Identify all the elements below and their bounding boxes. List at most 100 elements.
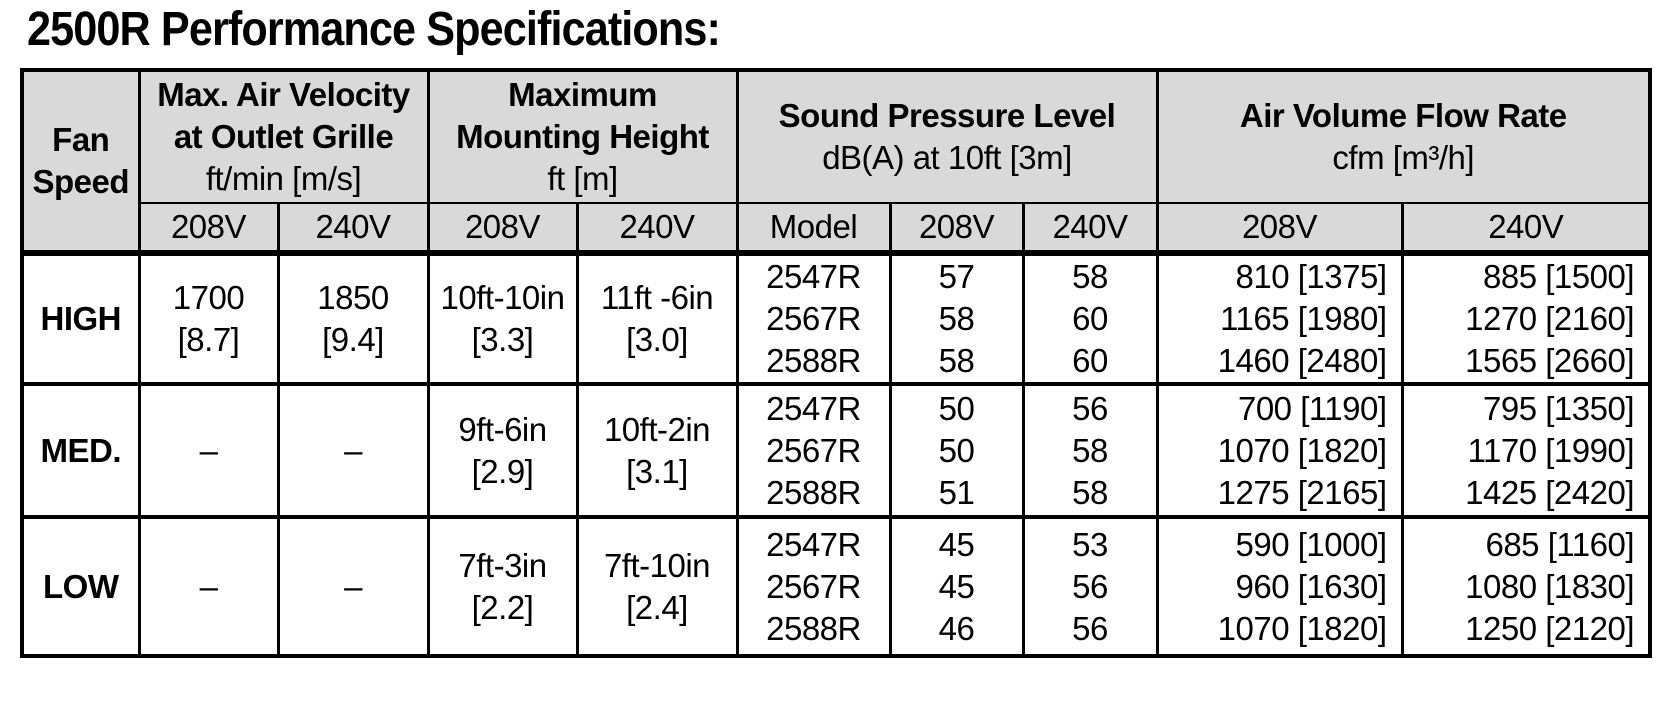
- fan-speed-line: Speed: [32, 163, 130, 200]
- group-title-line: Maximum: [508, 76, 657, 113]
- table-row-high: HIGH 1700 [8.7] 1850 [9.4] 10ft-10in [3.…: [20, 251, 1652, 386]
- subheader-velocity-208v: 208V: [137, 202, 280, 256]
- subheader-height-240v: 240V: [575, 202, 739, 256]
- height-value: 7ft-10in: [603, 546, 711, 584]
- volume-value: 795 [1350]: [1483, 389, 1634, 427]
- sound-value: 60: [1072, 300, 1108, 337]
- velocity-value: –: [344, 431, 362, 469]
- group-unit: cfm [m³/h]: [1332, 139, 1475, 176]
- cell-med-height-240v: 10ft-2in [3.1]: [575, 382, 739, 519]
- cell-high-volume-240v: 885 [1500] 1270 [2160] 1565 [2660]: [1400, 251, 1652, 386]
- model-name: 2588R: [766, 473, 861, 511]
- subheader-model: Model: [735, 202, 892, 256]
- velocity-value: 1700: [172, 279, 245, 316]
- cell-low-sound-208v: 45 45 46: [888, 515, 1025, 658]
- cell-high-volume-208v: 810 [1375] 1165 [1980] 1460 [2480]: [1155, 251, 1404, 386]
- sound-value: 56: [1072, 609, 1108, 647]
- group-title-line: Sound Pressure Level: [778, 97, 1116, 134]
- velocity-value: –: [199, 431, 218, 469]
- model-name: 2567R: [766, 567, 861, 605]
- subheader-velocity-240v: 240V: [276, 202, 430, 256]
- height-value: [2.2]: [471, 588, 534, 626]
- sound-value: 45: [938, 525, 975, 563]
- sound-value: 51: [938, 473, 975, 511]
- subheader-volume-240v: 240V: [1400, 202, 1652, 256]
- sub-header-row: 208V 240V 208V 240V Model 208V 240V 208V…: [22, 202, 1652, 256]
- cell-low-height-240v: 7ft-10in [2.4]: [575, 515, 739, 658]
- cell-med-volume-240v: 795 [1350] 1170 [1990] 1425 [2420]: [1400, 382, 1652, 519]
- height-value: [3.1]: [626, 452, 688, 490]
- sound-value: 56: [1072, 389, 1108, 427]
- cell-low-models: 2547R 2567R 2588R: [735, 515, 892, 658]
- volume-value: 1270 [2160]: [1465, 300, 1634, 337]
- volume-value: 1080 [1830]: [1465, 567, 1634, 605]
- header-fan-speed: Fan Speed: [22, 70, 141, 256]
- sound-value: 46: [938, 609, 975, 647]
- velocity-value: –: [344, 567, 362, 605]
- table-row-low: LOW – – 7ft-3in [2.2] 7ft-10in [2.4] 254…: [20, 515, 1652, 658]
- volume-value: 1565 [2660]: [1465, 342, 1634, 379]
- sound-value: 53: [1072, 525, 1108, 563]
- group-title-line: Mounting Height: [456, 118, 709, 155]
- sound-value: 50: [938, 389, 975, 427]
- cell-low-volume-240v: 685 [1160] 1080 [1830] 1250 [2120]: [1400, 515, 1652, 658]
- model-name: 2567R: [766, 300, 861, 337]
- model-name: 2588R: [766, 342, 861, 379]
- cell-med-height-208v: 9ft-6in [2.9]: [426, 382, 579, 519]
- subheader-height-208v: 208V: [426, 202, 579, 256]
- volume-value: 1070 [1820]: [1217, 609, 1387, 647]
- group-unit: dB(A) at 10ft [3m]: [822, 139, 1072, 176]
- velocity-value: [9.4]: [322, 321, 384, 358]
- table-row-med: MED. – – 9ft-6in [2.9] 10ft-2in [3.1] 25…: [20, 382, 1652, 519]
- volume-value: 590 [1000]: [1235, 525, 1387, 563]
- cell-high-height-208v: 10ft-10in [3.3]: [426, 251, 579, 386]
- cell-low-volume-208v: 590 [1000] 960 [1630] 1070 [1820]: [1155, 515, 1404, 658]
- sound-value: 58: [1072, 258, 1108, 295]
- cell-high-height-240v: 11ft -6in [3.0]: [575, 251, 739, 386]
- cell-med-speed: MED.: [20, 382, 141, 519]
- header-group-air-volume: Air Volume Flow Rate cfm [m³/h]: [1155, 70, 1652, 204]
- group-unit: ft/min [m/s]: [205, 160, 362, 197]
- volume-value: 1275 [2165]: [1217, 473, 1387, 511]
- model-name: 2567R: [766, 431, 861, 469]
- velocity-value: –: [199, 567, 218, 605]
- model-name: 2547R: [766, 389, 861, 427]
- sound-value: 50: [938, 431, 975, 469]
- cell-high-models: 2547R 2567R 2588R: [735, 251, 892, 386]
- volume-value: 1250 [2120]: [1465, 609, 1634, 647]
- cell-med-sound-208v: 50 50 51: [888, 382, 1025, 519]
- sound-value: 56: [1072, 567, 1108, 605]
- height-value: 11ft -6in: [600, 279, 714, 316]
- volume-value: 1425 [2420]: [1465, 473, 1634, 511]
- velocity-value: 1850: [317, 279, 389, 316]
- height-value: [2.4]: [626, 588, 688, 626]
- cell-med-volume-208v: 700 [1190] 1070 [1820] 1275 [2165]: [1155, 382, 1404, 519]
- cell-low-height-208v: 7ft-3in [2.2]: [426, 515, 579, 658]
- volume-value: 1070 [1820]: [1217, 431, 1387, 469]
- group-unit: ft [m]: [547, 160, 618, 197]
- cell-low-velocity-240v: –: [276, 515, 430, 658]
- group-title-line: Air Volume Flow Rate: [1239, 97, 1567, 134]
- header-group-sound-pressure: Sound Pressure Level dB(A) at 10ft [3m]: [735, 70, 1159, 204]
- cell-low-velocity-208v: –: [137, 515, 280, 658]
- model-name: 2547R: [766, 525, 861, 563]
- cell-high-speed: HIGH: [20, 251, 141, 386]
- subheader-sound-240v: 240V: [1021, 202, 1159, 256]
- cell-med-models: 2547R 2567R 2588R: [735, 382, 892, 519]
- cell-low-speed: LOW: [20, 515, 141, 658]
- volume-value: 1170 [1990]: [1467, 431, 1635, 469]
- sound-value: 57: [938, 258, 975, 295]
- height-value: [3.0]: [626, 321, 688, 358]
- group-title-line: Max. Air Velocity: [157, 76, 410, 113]
- height-value: [2.9]: [471, 452, 534, 490]
- volume-value: 1165 [1980]: [1220, 300, 1387, 337]
- sound-value: 58: [1072, 431, 1108, 469]
- group-title-line: at Outlet Grille: [173, 118, 394, 155]
- height-value: 10ft-10in: [440, 279, 565, 316]
- sound-value: 60: [1072, 342, 1108, 379]
- cell-med-velocity-208v: –: [137, 382, 280, 519]
- height-value: [3.3]: [471, 321, 534, 358]
- model-name: 2547R: [766, 258, 861, 295]
- subheader-volume-208v: 208V: [1155, 202, 1404, 256]
- sound-value: 58: [938, 300, 975, 337]
